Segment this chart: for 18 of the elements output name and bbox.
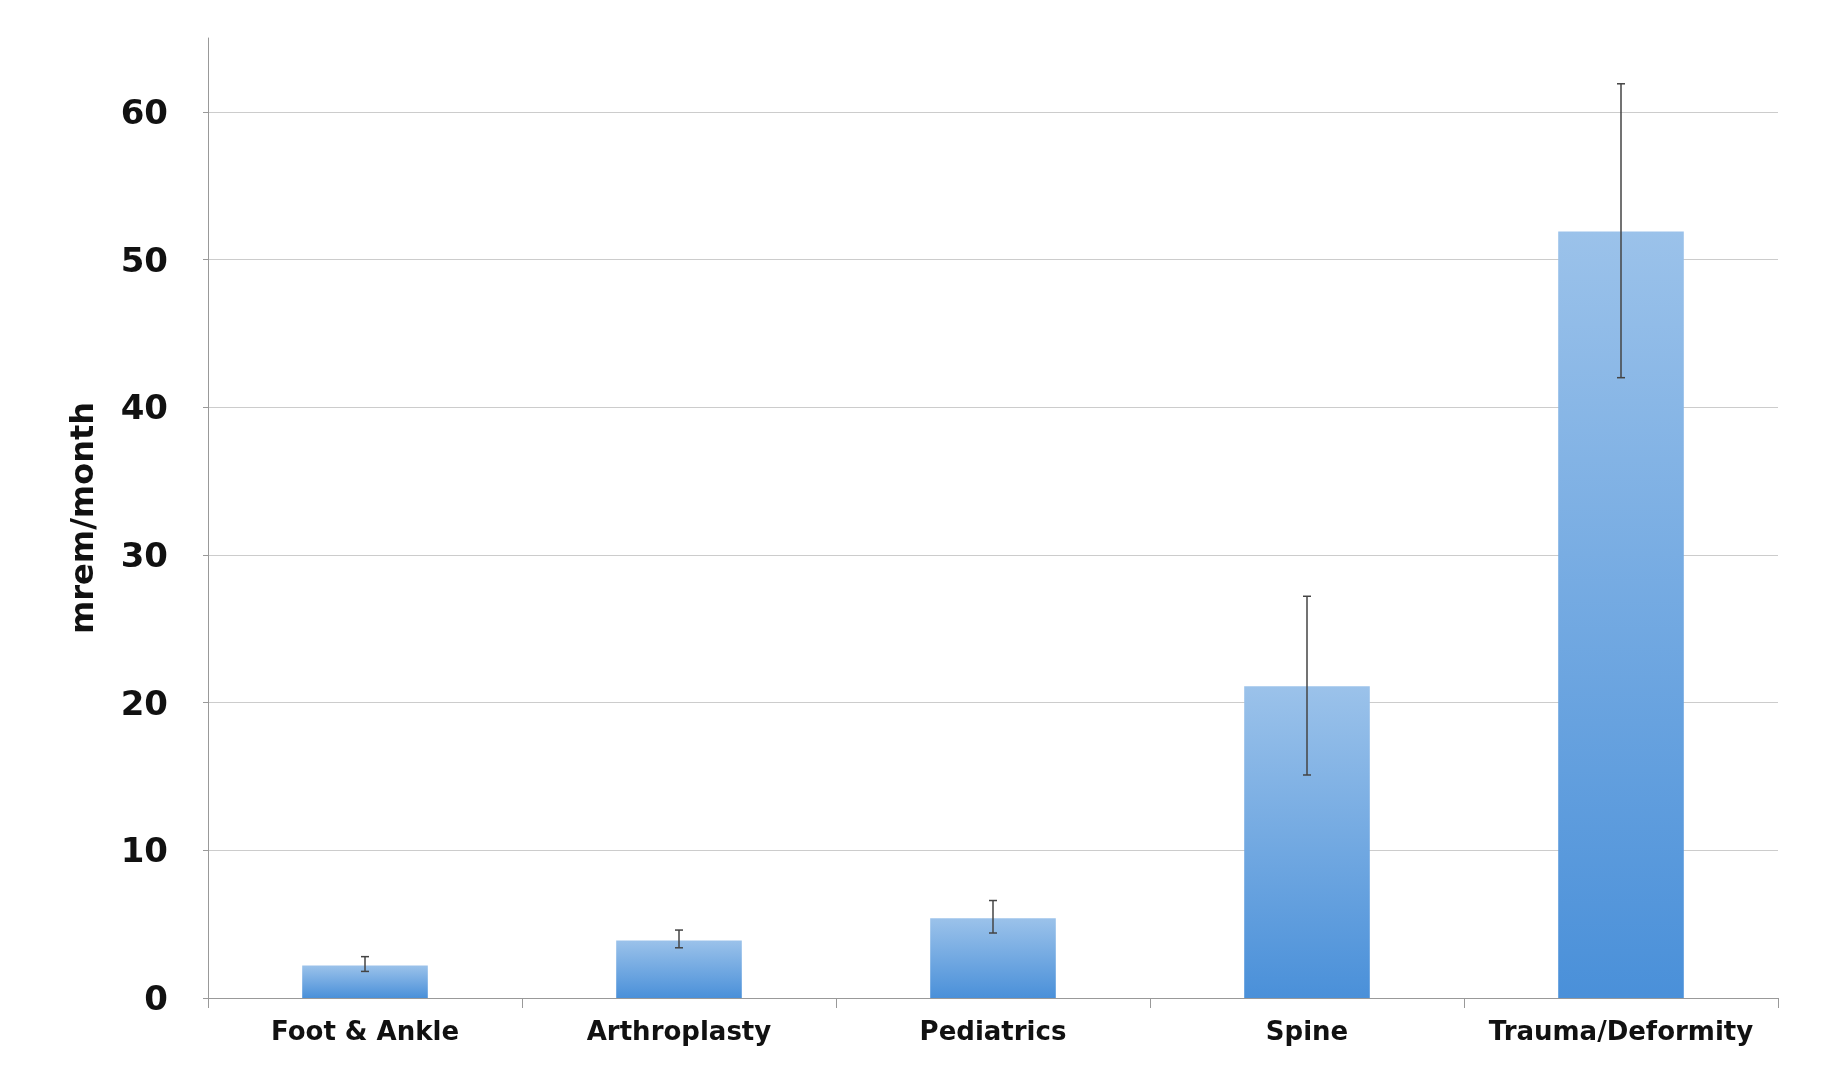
- x-tick-label: Trauma/Deformity: [1488, 1016, 1754, 1046]
- x-tick-label: Spine: [1265, 1016, 1349, 1046]
- y-tick-label: 60: [120, 91, 168, 132]
- y-tick-label: 20: [120, 682, 168, 723]
- x-tick-label: Arthroplasty: [586, 1016, 772, 1046]
- bar: [930, 918, 1056, 998]
- y-tick-label: 50: [120, 239, 168, 280]
- x-tick-label: Pediatrics: [919, 1016, 1067, 1046]
- y-tick-label: 40: [120, 387, 168, 428]
- y-tick-label: 0: [144, 978, 168, 1018]
- bar: [302, 965, 428, 998]
- bar: [616, 940, 742, 998]
- bar: [1558, 231, 1684, 998]
- y-tick-label: 30: [120, 534, 168, 575]
- x-tick-label: Foot & Ankle: [270, 1016, 460, 1046]
- bar: [1244, 686, 1370, 998]
- y-tick-label: 10: [120, 830, 168, 871]
- y-axis-title: mrem/month: [63, 401, 101, 635]
